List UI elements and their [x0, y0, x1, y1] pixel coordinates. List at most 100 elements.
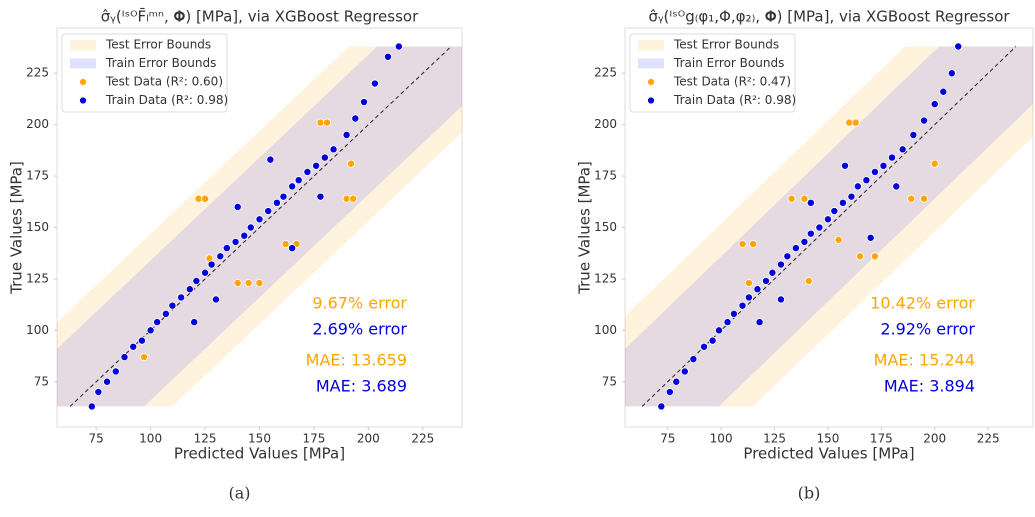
- point: [841, 161, 850, 170]
- x-tick-label: 150: [816, 432, 839, 446]
- point: [714, 326, 723, 335]
- point: [231, 237, 240, 246]
- point: [815, 223, 824, 232]
- chart-title: σ̂ᵧ(ᴵˢᴼg₍φ₁,Φ,φ₂₎, 𝚽) [MPa], via XGBoost…: [648, 8, 1010, 26]
- point: [930, 159, 939, 168]
- legend-marker: [78, 77, 88, 87]
- x-tick-label: 100: [139, 432, 162, 446]
- legend-label: Train Data (R²: 0.98): [673, 93, 796, 107]
- legend-swatch: [70, 40, 96, 50]
- legend-label: Test Error Bounds: [673, 38, 779, 52]
- point: [804, 276, 813, 285]
- point: [394, 42, 403, 51]
- point: [370, 79, 379, 88]
- point: [744, 279, 753, 288]
- point: [665, 388, 674, 397]
- x-tick-label: 100: [710, 432, 733, 446]
- x-tick-label: 75: [660, 432, 675, 446]
- y-axis-label: True Values [MPa]: [8, 161, 26, 295]
- point: [672, 377, 681, 386]
- legend-box: [629, 33, 796, 113]
- y-tick-label: 100: [594, 323, 617, 337]
- legend: Test Error Bounds Train Error Bounds Test …: [629, 33, 796, 113]
- point: [316, 118, 325, 127]
- point: [320, 153, 329, 162]
- legend-marker: [78, 96, 88, 105]
- point: [755, 318, 764, 327]
- point: [806, 198, 815, 207]
- x-tick-label: 200: [923, 432, 946, 446]
- x-axis-label: Predicted Values [MPa]: [174, 445, 345, 463]
- point: [216, 252, 225, 261]
- y-tick-label: 150: [594, 220, 617, 234]
- legend-label: Train Error Bounds: [105, 56, 216, 70]
- point: [834, 235, 843, 244]
- point: [120, 353, 129, 362]
- point: [192, 276, 201, 285]
- point: [303, 167, 312, 176]
- y-tick-label: 125: [594, 271, 617, 285]
- point: [161, 309, 170, 318]
- annotation: 2.69% error: [312, 320, 407, 339]
- annotation: MAE: 3.689: [316, 377, 407, 396]
- legend: Test Error Bounds Train Error Bounds Test …: [61, 33, 228, 113]
- point: [111, 367, 120, 376]
- point: [272, 198, 281, 207]
- point: [194, 194, 203, 203]
- point: [266, 155, 275, 164]
- point: [360, 98, 369, 107]
- point: [768, 268, 777, 277]
- y-tick-label: 75: [34, 374, 49, 388]
- point: [729, 309, 738, 318]
- annotation: MAE: 3.894: [884, 377, 975, 396]
- legend-marker: [646, 96, 656, 105]
- point: [909, 130, 918, 139]
- point: [255, 215, 264, 224]
- point: [700, 342, 709, 351]
- chart: 75 100 125 150 175 200 225 75 100 125 150 175 200 225…: [8, 7, 463, 503]
- point: [233, 202, 242, 211]
- point: [351, 114, 360, 123]
- point: [708, 336, 717, 345]
- legend-label: Test Data (R²: 0.47): [673, 75, 791, 89]
- points: [87, 42, 403, 411]
- point: [806, 229, 815, 238]
- legend-box: [61, 33, 228, 113]
- point: [244, 279, 253, 288]
- point: [349, 194, 358, 203]
- point: [898, 145, 907, 154]
- point: [888, 153, 897, 162]
- point: [153, 318, 162, 327]
- point: [800, 237, 809, 246]
- y-tick-label: 125: [26, 271, 49, 285]
- point: [738, 239, 747, 248]
- point: [168, 301, 177, 310]
- point: [862, 176, 871, 185]
- y-tick-label: 200: [594, 117, 617, 131]
- point: [329, 145, 338, 154]
- point: [930, 100, 939, 109]
- y-tick-label: 150: [26, 220, 49, 234]
- legend-label: Train Data (R²: 0.98): [105, 93, 228, 107]
- annotation: MAE: 13.659: [306, 351, 407, 370]
- point: [87, 402, 96, 411]
- x-tick-label: 150: [248, 432, 271, 446]
- point: [738, 301, 747, 310]
- point: [907, 194, 916, 203]
- point: [866, 233, 875, 242]
- y-tick-label: 200: [26, 117, 49, 131]
- points: [657, 42, 963, 411]
- error-band: [57, 46, 462, 407]
- point: [246, 223, 255, 232]
- point: [879, 161, 888, 170]
- point: [288, 182, 297, 191]
- point: [830, 207, 839, 216]
- annotation: 2.92% error: [880, 320, 975, 339]
- legend-swatch: [70, 58, 96, 69]
- y-tick-label: 175: [594, 169, 617, 183]
- point: [207, 260, 216, 269]
- point: [783, 252, 792, 261]
- point: [689, 355, 698, 364]
- point: [787, 194, 796, 203]
